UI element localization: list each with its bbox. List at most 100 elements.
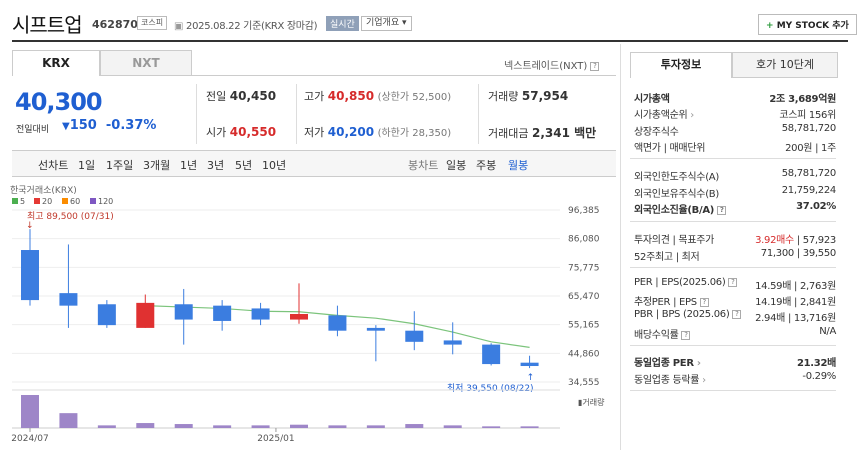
prev-close-label: 전일 <box>206 90 227 103</box>
period-1d[interactable]: 1일 <box>78 159 96 172</box>
prev-close-cell: 전일 40,450 <box>206 88 276 104</box>
est-per-label: 추정PER | EPS <box>634 297 697 308</box>
info-icon[interactable]: ? <box>728 277 738 287</box>
volume-bar <box>328 425 347 428</box>
industry-rate-label: 동일업종 등락률 <box>634 375 700 386</box>
period-3m[interactable]: 3개월 <box>143 159 171 172</box>
info-separator <box>630 345 836 346</box>
x-tick-label: 2025/01 <box>257 434 294 444</box>
candle-body <box>21 250 39 301</box>
amount-cell: 거래대금 2,341 백만 <box>488 124 596 141</box>
ma-legend-label: 20 <box>42 197 52 206</box>
period-1w[interactable]: 1주일 <box>106 159 134 172</box>
stock-chart[interactable]: 한국거래소(KRX)5 20 60 120 96,385 86,080 75,775 65,4… <box>0 180 620 450</box>
tab-orderbook[interactable]: 호가 10단계 <box>732 52 838 78</box>
tab-krx[interactable]: KRX <box>12 50 100 76</box>
est-per-value: 14.19배 | 2,841원 <box>755 297 836 308</box>
info-separator <box>630 267 836 268</box>
candle-body <box>520 362 539 367</box>
candle-weekly[interactable]: 주봉 <box>476 159 497 172</box>
ma-legend-label: 5 <box>20 197 25 206</box>
candle-body <box>290 313 308 320</box>
change-percent: -0.37% <box>105 118 157 133</box>
low-arrow-icon: ↑ <box>527 373 535 383</box>
foreign-ratio-value: 37.02% <box>796 201 836 212</box>
volume-bar <box>366 425 385 428</box>
high-label: 고가 <box>304 90 325 103</box>
tab-nxt[interactable]: NXT <box>100 50 192 76</box>
upper-limit: (상한가 52,500) <box>377 92 452 103</box>
opinion-label: 투자의견 | 목표주가 <box>634 235 715 246</box>
volume-bar <box>97 425 116 428</box>
foreign-ratio-label-wrap: 외국인소진율(B/A) ? <box>634 201 727 216</box>
clock-icon: ▣ <box>174 21 187 32</box>
realtime-button[interactable]: 실시간 <box>326 16 359 31</box>
opinion-rating: 3.92매수 <box>755 235 794 246</box>
rank-label: 시가총액순위 <box>634 110 688 121</box>
open-cell: 시가 40,550 <box>206 124 276 140</box>
industry-rate-value: -0.29% <box>802 371 836 382</box>
period-3y[interactable]: 3년 <box>207 159 225 172</box>
low-value: 40,200 <box>327 125 375 139</box>
candle-monthly[interactable]: 월봉 <box>508 159 529 172</box>
dividend-value: N/A <box>819 326 836 337</box>
my-stock-add-button[interactable]: + MY STOCK 추가 <box>758 14 857 35</box>
chart-source-label: 한국거래소(KRX) <box>10 185 77 196</box>
market-cap-rank-link[interactable]: 시가총액순위 › <box>634 106 694 121</box>
volume-bar <box>443 425 462 428</box>
my-stock-label: MY STOCK 추가 <box>776 21 849 31</box>
volume-bar <box>251 425 270 428</box>
volume-axis-label: ▮거래량 <box>578 397 605 407</box>
industry-per-label: 동일업종 PER <box>634 358 694 369</box>
stock-code: 462870 <box>92 18 138 31</box>
pbr-label-wrap: PBR | BPS (2025.06) ? <box>634 309 742 320</box>
info-icon[interactable]: ? <box>732 309 742 319</box>
foreign-ratio-label: 외국인소진율(B/A) <box>634 205 715 216</box>
volume-bar <box>290 424 308 428</box>
chevron-right-icon: › <box>687 110 694 121</box>
info-icon: ? <box>590 61 600 71</box>
foreign-hold-label: 외국인보유주식수(B) <box>634 189 719 200</box>
period-10y[interactable]: 10년 <box>262 159 287 172</box>
low-label: 저가 <box>304 126 325 139</box>
quote-separator <box>196 84 197 144</box>
period-1y[interactable]: 1년 <box>180 159 198 172</box>
est-per-label-wrap: 추정PER | EPS ? <box>634 293 709 308</box>
high-annotation: 최고 89,500 (07/31) <box>27 211 114 222</box>
industry-per-value: 21.32배 <box>796 358 836 369</box>
candle-body <box>443 340 462 345</box>
open-value: 40,550 <box>229 125 277 139</box>
company-overview-dropdown[interactable]: 기업개요 ▾ <box>361 16 412 31</box>
tab-investment-info[interactable]: 투자정보 <box>630 52 732 78</box>
volume-bar <box>136 423 155 428</box>
header-divider <box>12 40 848 42</box>
overview-label: 기업개요 <box>366 18 400 28</box>
industry-per-link[interactable]: 동일업종 PER › <box>634 354 701 369</box>
candle-body <box>174 304 193 320</box>
low-cell: 저가 40,200 (하한가 28,350) <box>304 124 451 140</box>
tab-underline <box>192 75 616 76</box>
candle-chart-label: 봉차트 <box>408 159 439 172</box>
period-line-chart[interactable]: 선차트 <box>38 159 69 172</box>
per-label-wrap: PER | EPS(2025.06) ? <box>634 277 738 288</box>
low-annotation: 최저 39,550 (08/22) <box>447 383 534 394</box>
volume-bar <box>21 395 39 428</box>
info-icon[interactable]: ? <box>699 297 709 307</box>
candle-daily[interactable]: 일봉 <box>446 159 467 172</box>
high-arrow-icon: ↓ <box>26 221 34 231</box>
lower-limit: (하한가 28,350) <box>377 128 452 139</box>
volume-label: 거래량 <box>488 90 519 103</box>
y-tick-label: 86,080 <box>568 235 600 245</box>
info-icon[interactable]: ? <box>717 205 727 215</box>
quote-separator <box>478 84 479 144</box>
date-info: ▣ 2025.08.22 기준(KRX 장마감) <box>174 17 318 32</box>
nextrade-link[interactable]: 넥스트레이드(NXT) ? <box>504 57 600 72</box>
chevron-right-icon: › <box>693 358 701 369</box>
candle-body <box>366 327 385 331</box>
info-icon[interactable]: ? <box>681 330 691 340</box>
candle-body <box>213 305 232 321</box>
volume-bar <box>59 413 78 428</box>
target-price: 57,923 <box>802 235 837 246</box>
period-5y[interactable]: 5년 <box>235 159 253 172</box>
industry-rate-link[interactable]: 동일업종 등락률 › <box>634 371 706 386</box>
